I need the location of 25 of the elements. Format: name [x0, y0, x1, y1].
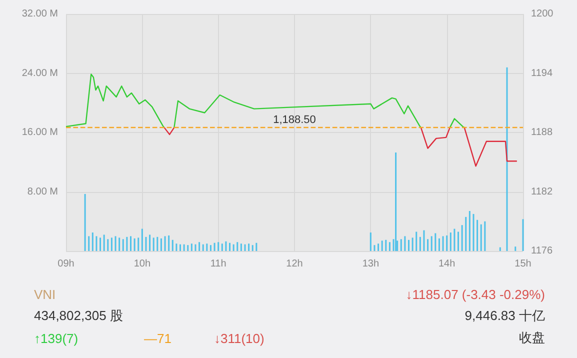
x-tick-label: 15h	[514, 258, 532, 270]
ref-line-label: 1,188.50	[273, 114, 316, 126]
x-tick-label: 12h	[286, 258, 303, 270]
y-tick-label: 8.00 M	[27, 186, 58, 198]
text: —71	[144, 330, 172, 346]
y2-tick-label: 1176	[531, 246, 553, 256]
y2-tick-label: 1200	[531, 8, 554, 20]
x-tick-label: 13h	[362, 258, 380, 270]
x-tick-label: 09h	[58, 258, 74, 270]
y2-tick-label: 1194	[531, 68, 553, 79]
y2-tick-label: 1182	[531, 186, 553, 198]
text: VNI	[34, 286, 57, 302]
y2-tick-label: 1188	[531, 127, 553, 138]
y-tick-label: 16.00 M	[22, 127, 58, 138]
text: ↓311(10)	[214, 330, 264, 346]
text: 434,802,305 股	[34, 307, 124, 325]
text: 9,446.83 十亿	[464, 307, 545, 325]
y-tick-label: 24.00 M	[22, 68, 58, 79]
text: 收盘	[518, 329, 545, 347]
x-tick-label: 11h	[210, 258, 226, 270]
x-tick-label: 14h	[438, 258, 456, 270]
y-tick-label: 32.00 M	[22, 8, 58, 20]
text: ↑139(7)	[34, 330, 80, 346]
x-tick-label: 10h	[134, 258, 151, 270]
text: ↓1185.07 (-3.43 -0.29%)	[404, 286, 545, 302]
